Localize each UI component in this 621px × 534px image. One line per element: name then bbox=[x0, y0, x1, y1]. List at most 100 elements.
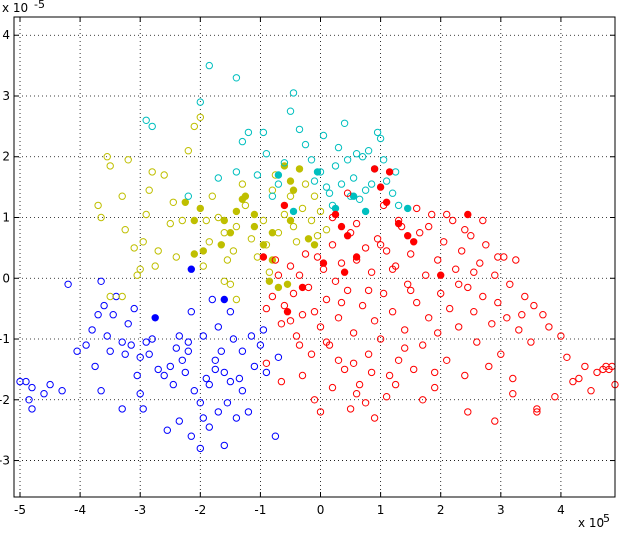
scatter-point bbox=[220, 229, 229, 237]
x-tick-label: -1 bbox=[254, 503, 266, 517]
scatter-point bbox=[464, 408, 472, 416]
scatter-point bbox=[187, 265, 196, 273]
scatter-point bbox=[166, 362, 175, 371]
scatter-point bbox=[175, 417, 184, 425]
scatter-point bbox=[352, 253, 361, 261]
scatter-point bbox=[376, 241, 385, 249]
scatter-point bbox=[313, 168, 322, 176]
scatter-point bbox=[142, 338, 150, 346]
scatter-point bbox=[322, 295, 331, 304]
scatter-point bbox=[97, 387, 105, 395]
scatter-point bbox=[286, 107, 295, 115]
x-tick-label: 2 bbox=[437, 503, 445, 517]
scatter-point bbox=[118, 192, 126, 200]
scatter-point bbox=[133, 271, 141, 279]
y-tick-label: -1 bbox=[0, 332, 10, 346]
scatter-point bbox=[130, 304, 138, 313]
scatter-point bbox=[500, 253, 508, 261]
scatter-point bbox=[241, 192, 250, 200]
scatter-point bbox=[232, 414, 241, 422]
scatter-point bbox=[530, 301, 538, 310]
y-tick-label: 3 bbox=[2, 89, 10, 103]
scatter-point bbox=[316, 207, 325, 216]
scatter-point bbox=[268, 229, 277, 237]
scatter-point bbox=[404, 204, 412, 213]
scatter-point bbox=[274, 180, 283, 188]
scatter-point bbox=[196, 444, 205, 453]
scatter-point bbox=[497, 350, 505, 358]
scatter-point bbox=[199, 332, 208, 340]
scatter-point bbox=[274, 229, 283, 237]
scatter-point bbox=[250, 210, 259, 219]
scatter-point bbox=[358, 153, 367, 161]
scatter-point bbox=[268, 292, 277, 301]
scatter-point bbox=[289, 289, 298, 298]
scatter-point bbox=[124, 156, 132, 164]
scatter-point bbox=[238, 387, 247, 395]
scatter-point bbox=[352, 390, 361, 398]
scatter-point bbox=[394, 356, 403, 364]
scatter-point bbox=[328, 383, 337, 392]
scatter-point bbox=[506, 280, 514, 288]
scatter-point bbox=[175, 332, 184, 340]
scatter-point bbox=[289, 186, 298, 194]
scatter-point bbox=[172, 344, 181, 352]
scatter-point bbox=[376, 183, 385, 191]
scatter-point bbox=[391, 380, 400, 389]
scatter-point bbox=[512, 256, 520, 264]
scatter-point bbox=[22, 377, 30, 386]
scatter-point bbox=[292, 238, 301, 246]
scatter-point bbox=[259, 326, 268, 334]
scatter-point bbox=[232, 168, 241, 176]
scatter-point bbox=[226, 308, 235, 316]
scatter-point bbox=[124, 320, 132, 328]
scatter-point bbox=[509, 390, 517, 398]
scatter-point bbox=[151, 262, 159, 270]
scatter-point bbox=[319, 131, 328, 140]
scatter-point bbox=[455, 280, 463, 288]
scatter-point bbox=[437, 271, 445, 279]
scatter-point bbox=[280, 159, 289, 167]
scatter-point bbox=[440, 238, 448, 246]
scatter-point bbox=[449, 216, 457, 225]
scatter-point bbox=[413, 204, 421, 213]
scatter-point bbox=[352, 150, 361, 158]
scatter-point bbox=[94, 311, 102, 319]
x-tick-labels: -5 -4 -3 -2 -1 0 1 2 3 4 bbox=[14, 503, 565, 517]
scatter-point bbox=[220, 441, 229, 450]
scatter-point bbox=[349, 174, 358, 182]
scatter-point bbox=[340, 268, 349, 276]
scatter-point bbox=[310, 241, 319, 249]
scatter-point bbox=[361, 244, 370, 252]
scatter-point bbox=[217, 347, 226, 355]
scatter-point bbox=[470, 268, 478, 276]
x-multiplier-exponent: -5 bbox=[599, 512, 610, 525]
scatter-point bbox=[289, 89, 298, 97]
scatter-point bbox=[301, 250, 310, 258]
scatter-point bbox=[410, 238, 418, 246]
scatter-point bbox=[422, 271, 430, 279]
scatter-point bbox=[295, 165, 304, 173]
scatter-point bbox=[205, 61, 214, 70]
scatter-point bbox=[379, 156, 388, 164]
scatter-point bbox=[208, 295, 217, 304]
grid bbox=[14, 17, 615, 497]
scatter-point bbox=[322, 338, 331, 346]
scatter-point bbox=[337, 180, 346, 188]
scatter-point bbox=[328, 241, 337, 249]
scatter-point bbox=[569, 377, 577, 386]
scatter-point bbox=[256, 341, 265, 349]
scatter-point bbox=[434, 329, 442, 337]
scatter-point bbox=[139, 238, 147, 246]
x-tick-label: 3 bbox=[497, 503, 505, 517]
scatter-point bbox=[319, 259, 328, 267]
scatter-point bbox=[334, 356, 343, 364]
scatter-point bbox=[106, 162, 114, 170]
scatter-point bbox=[346, 405, 355, 413]
scatter-point bbox=[464, 283, 472, 292]
scatter-point bbox=[136, 353, 144, 361]
scatter-point bbox=[431, 383, 439, 392]
scatter-point bbox=[181, 368, 190, 377]
scatter-point bbox=[259, 253, 268, 261]
scatter-point bbox=[28, 383, 36, 392]
